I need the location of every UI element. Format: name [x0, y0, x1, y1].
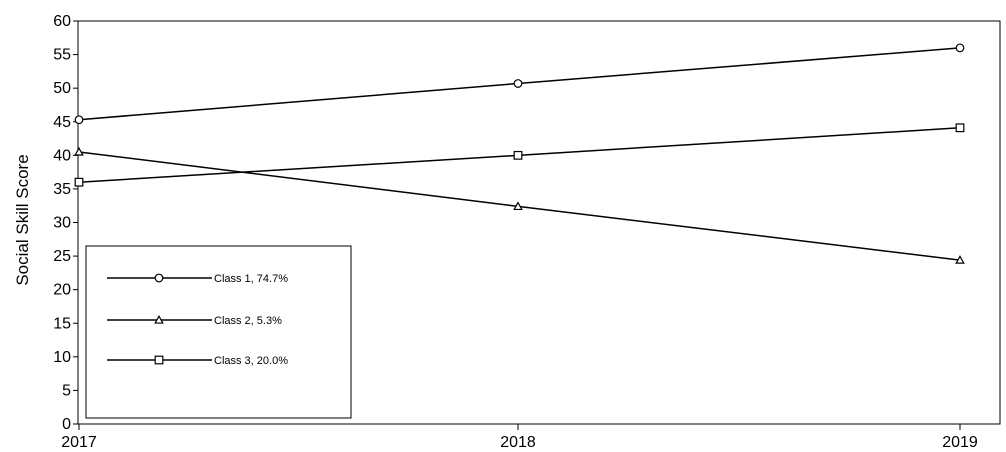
series-markers [74, 43, 965, 264]
data-point-class-2 [955, 255, 965, 264]
data-point-class-3 [74, 177, 84, 187]
data-point-class-1 [955, 43, 965, 53]
data-point-class-1 [513, 79, 523, 88]
data-point-class-2 [513, 201, 523, 211]
legend-label: Class 1, 74.7% [214, 273, 288, 285]
y-tick-label: 10 [53, 349, 71, 366]
data-point-class-3 [955, 123, 965, 133]
y-tick-label: 55 [53, 47, 71, 64]
y-tick-label: 30 [53, 215, 71, 232]
legend-marker [154, 355, 164, 365]
y-tick-label: 15 [53, 315, 71, 332]
data-point-class-2 [74, 146, 84, 156]
y-tick-label: 20 [53, 282, 71, 299]
y-axis: 0 5 10 15 20 25 30 35 40 45 50 55 60 [53, 13, 78, 433]
y-tick-label: 50 [53, 80, 71, 97]
x-axis: 2017 2018 2019 [61, 424, 978, 451]
legend-label: Class 3, 20.0% [214, 355, 288, 367]
x-tick-label: 2019 [942, 434, 978, 451]
x-tick-label: 2017 [61, 434, 97, 451]
data-point-class-3 [513, 150, 523, 160]
legend-box [85, 245, 352, 419]
y-tick-label: 60 [53, 13, 71, 30]
x-tick-label: 2018 [500, 434, 536, 451]
y-tick-label: 25 [53, 248, 71, 265]
y-tick-label: 40 [53, 147, 71, 164]
legend-label: Class 2, 5.3% [214, 315, 282, 327]
y-tick-label: 5 [62, 382, 71, 399]
legend-marker [154, 273, 164, 283]
y-tick-label: 35 [53, 181, 71, 198]
y-tick-label: 0 [62, 416, 71, 433]
legend: Class 1, 74.7% Class 2, 5.3% Class 3, 20.0… [85, 245, 352, 419]
data-point-class-1 [74, 115, 84, 125]
legend-marker [154, 314, 164, 324]
y-tick-label: 45 [53, 114, 71, 131]
y-axis-title: Social Skill Score [13, 154, 32, 285]
